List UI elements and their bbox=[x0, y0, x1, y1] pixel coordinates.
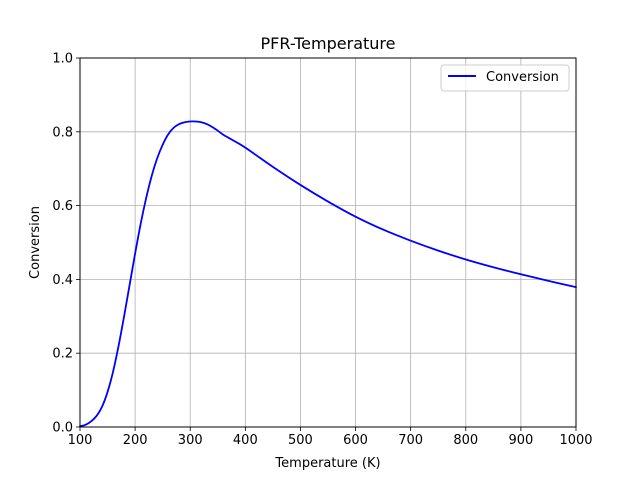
series-layer bbox=[79, 120, 577, 428]
x-tick-label: 600 bbox=[343, 433, 368, 448]
y-tick-label: 0.8 bbox=[52, 125, 73, 140]
chart-title: PFR-Temperature bbox=[261, 34, 396, 53]
plot-frame bbox=[79, 57, 577, 428]
series-line-conversion bbox=[79, 120, 577, 428]
y-tick-label: 0.6 bbox=[52, 199, 73, 214]
legend: Conversion bbox=[440, 64, 570, 92]
x-tick-label: 800 bbox=[453, 433, 478, 448]
x-tick-label: 200 bbox=[123, 433, 148, 448]
x-tick-label: 1000 bbox=[559, 433, 592, 448]
y-tick-label: 1.0 bbox=[52, 52, 73, 67]
y-axis-label: Conversion bbox=[28, 206, 43, 279]
x-tick-label: 500 bbox=[288, 433, 313, 448]
tick-layer: 100 200 300 400 500 600 700 800 900 1000 0.0 0.2 0.4… bbox=[52, 52, 592, 449]
y-tick-label: 0.0 bbox=[52, 421, 73, 436]
y-tick-label: 0.4 bbox=[52, 273, 73, 288]
x-axis-label: Temperature (K) bbox=[274, 456, 380, 471]
y-tick-label: 0.2 bbox=[52, 347, 73, 362]
x-tick-label: 400 bbox=[233, 433, 258, 448]
x-tick-label: 100 bbox=[68, 433, 93, 448]
x-tick-label: 700 bbox=[398, 433, 423, 448]
legend-label-conversion: Conversion bbox=[486, 70, 559, 85]
legend-box bbox=[440, 64, 570, 92]
x-tick-label: 300 bbox=[178, 433, 203, 448]
x-tick-label: 900 bbox=[508, 433, 533, 448]
